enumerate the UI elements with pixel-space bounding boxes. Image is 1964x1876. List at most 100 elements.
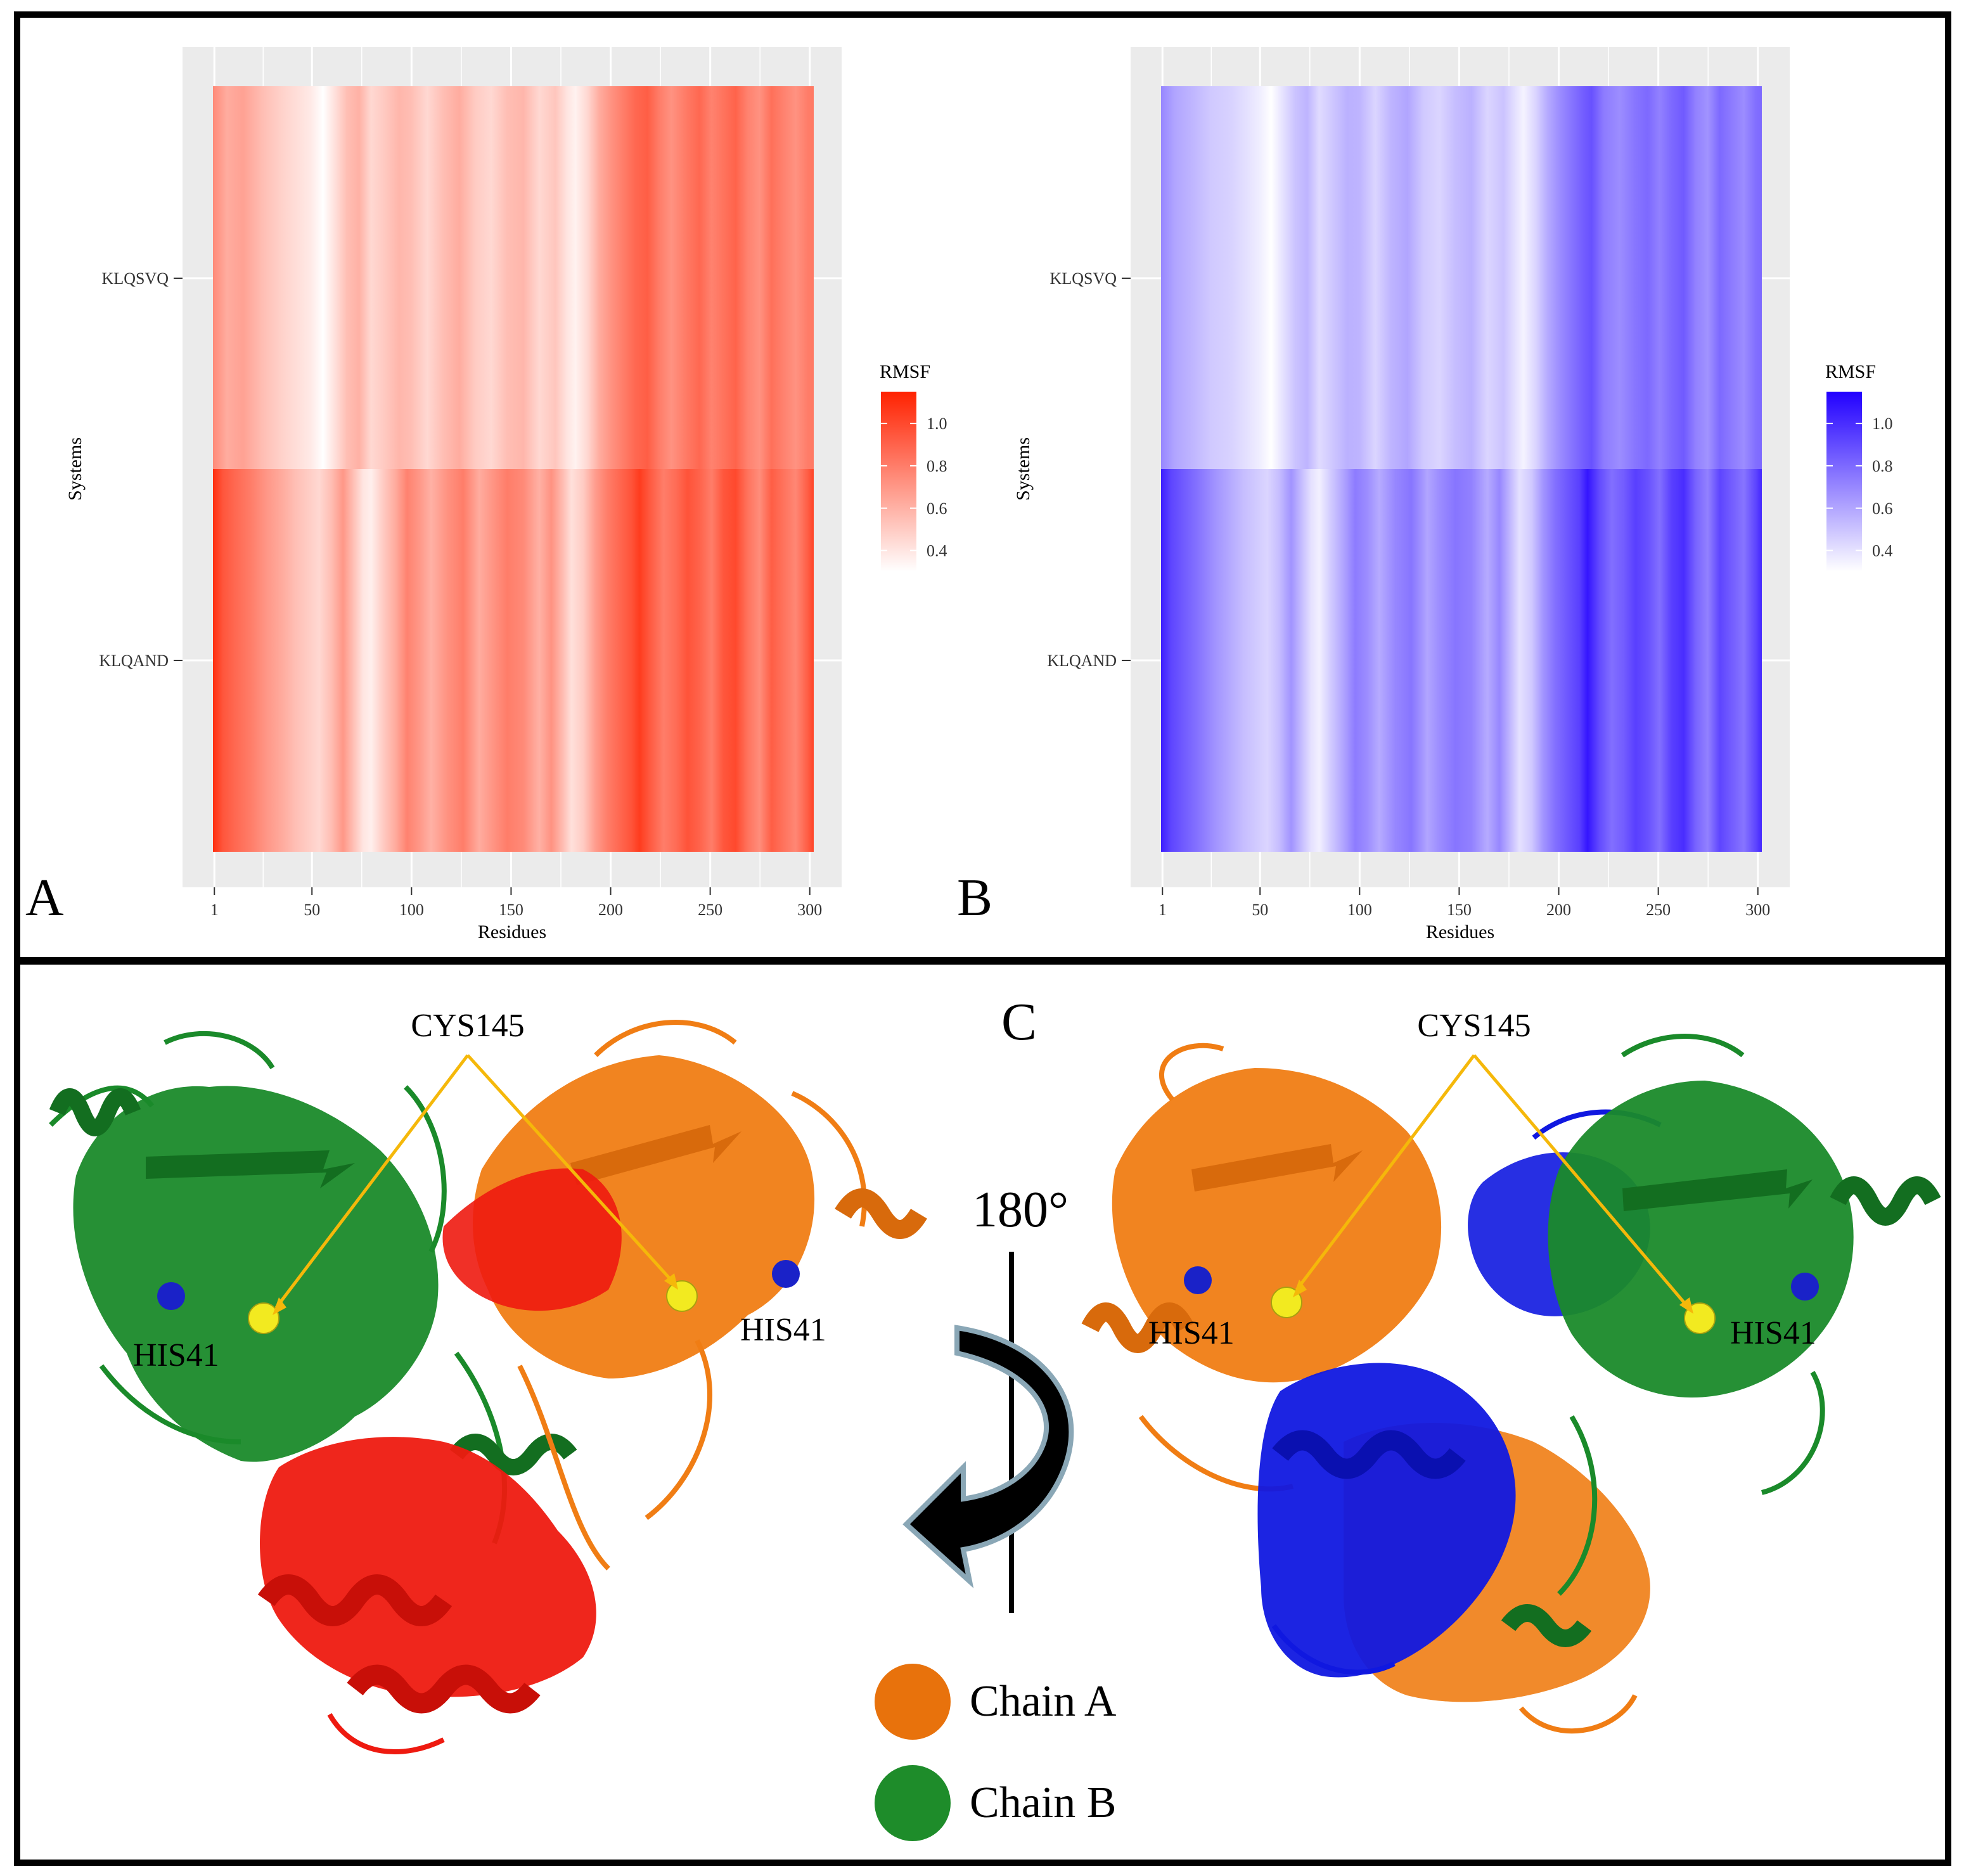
chain-legend: Chain A Chain B xyxy=(875,1664,1117,1841)
legend-b-tick-label-1.0: 1.0 xyxy=(1872,414,1893,433)
legend-a-tick-label-1.0: 1.0 xyxy=(927,414,947,433)
left-chain-a-loops xyxy=(517,1020,867,1571)
heatmap-a-x-tick-label-200: 200 xyxy=(598,901,623,919)
right-cys145-pointer-arrow-1 xyxy=(1295,1054,1475,1291)
right-chain-a-strand xyxy=(1191,1144,1363,1192)
panel-label-c: C xyxy=(1001,993,1037,1051)
left-cys145-arrowhead-1 xyxy=(273,1297,286,1315)
heatmap-b-x-tick-label-150: 150 xyxy=(1447,901,1472,919)
legend-a-tick-label-0.8: 0.8 xyxy=(927,457,947,475)
protein-structure-left: CYS145 HIS41 HIS41 xyxy=(49,1008,927,1754)
left-cys145-pointer-arrow-2 xyxy=(466,1054,674,1283)
heatmap-b-x-tick-label-250: 250 xyxy=(1646,901,1671,919)
right-his41-label-2: HIS41 xyxy=(1730,1315,1816,1351)
heatmap-b-x-tick-label-50: 50 xyxy=(1252,901,1268,919)
left-his41-marker-1 xyxy=(157,1282,185,1310)
left-chain-b-loops xyxy=(49,1031,508,1545)
heatmap-a-x-tick-label-150: 150 xyxy=(499,901,523,919)
right-cys145-pointer-arrow-2 xyxy=(1473,1054,1690,1309)
legend-a-colorbar xyxy=(881,392,916,572)
legend-b-title: RMSF xyxy=(1825,361,1876,382)
heatmap-a-y-axis-title: Systems xyxy=(65,437,86,501)
heatmap-a-x-tick-label-300: 300 xyxy=(797,901,822,919)
heatmap-figure: KLQSVQ KLQAND 1 50 100 150 200 250 300 Residue… xyxy=(25,47,1893,942)
legend-b-tick-label-0.8: 0.8 xyxy=(1872,457,1893,475)
left-chain-b-helix-1 xyxy=(49,1088,141,1136)
bottom-panel-frame xyxy=(14,958,1951,1866)
legend-a-ticks: 0.4 0.6 0.8 1.0 xyxy=(881,414,947,560)
legend-b: RMSF 0.4 0.6 0.8 1.0 xyxy=(1825,361,1893,572)
left-chain-red-loop xyxy=(327,1713,445,1754)
chain-b-swatch xyxy=(875,1765,951,1841)
rotation-indicator: 180° C xyxy=(902,993,1074,1613)
left-chain-red-domain xyxy=(260,1437,596,1697)
heatmap-a-x-tick-label-1: 1 xyxy=(210,901,219,919)
left-chain-a-helix xyxy=(835,1188,927,1239)
heatmap-a-y-tick-label-klqsvq: KLQSVQ xyxy=(102,269,169,288)
chain-a-swatch xyxy=(875,1664,951,1740)
legend-b-tick-label-0.4: 0.4 xyxy=(1872,542,1893,560)
heatmap-b-row-klqand xyxy=(1161,469,1762,852)
right-his41-marker-1 xyxy=(1184,1266,1212,1294)
heatmap-b-x-tick-label-100: 100 xyxy=(1347,901,1372,919)
legend-b-tick-label-0.6: 0.6 xyxy=(1872,499,1893,518)
left-cys145-pointer-arrow-1 xyxy=(275,1054,469,1309)
heatmap-b-x-ticks: 1 50 100 150 200 250 300 xyxy=(1159,887,1770,919)
heatmap-b-x-tick-label-300: 300 xyxy=(1745,901,1770,919)
right-chain-b-helix-1 xyxy=(1830,1176,1941,1226)
left-his41-label-2: HIS41 xyxy=(740,1312,826,1348)
right-cys145-arrowhead-1 xyxy=(1293,1280,1307,1297)
left-cys145-marker-1 xyxy=(248,1302,279,1334)
heatmap-a-x-ticks: 1 50 100 150 200 250 300 xyxy=(210,887,822,919)
left-chain-b-domain xyxy=(73,1086,439,1462)
rotation-arrow-icon xyxy=(902,1325,1074,1589)
heatmap-b-y-tick-label-klqand: KLQAND xyxy=(1047,652,1117,670)
legend-b-colorbar xyxy=(1826,392,1862,572)
chain-a-label: Chain A xyxy=(970,1677,1117,1726)
left-cys145-arrowhead-2 xyxy=(664,1273,678,1290)
heatmap-b-row-klqsvq xyxy=(1161,86,1762,469)
heatmap-a-x-tick-label-250: 250 xyxy=(698,901,722,919)
legend-a-title: RMSF xyxy=(880,361,930,382)
heatmap-a-y-tick-label-klqand: KLQAND xyxy=(99,652,169,670)
left-cys145-label: CYS145 xyxy=(411,1008,524,1044)
heatmap-a: KLQSVQ KLQAND 1 50 100 150 200 250 300 Residue… xyxy=(25,47,947,942)
right-cys145-label: CYS145 xyxy=(1417,1008,1531,1044)
left-cys145-marker-2 xyxy=(666,1280,698,1312)
left-his41-marker-2 xyxy=(772,1260,800,1288)
legend-a-tick-label-0.6: 0.6 xyxy=(927,499,947,518)
heatmap-a-x-axis-title: Residues xyxy=(478,922,546,942)
right-his41-label-1: HIS41 xyxy=(1148,1315,1235,1351)
right-chain-b-loops xyxy=(1557,1034,1825,1596)
right-chain-b-helix-2 xyxy=(1501,1604,1592,1647)
heatmap-b-x-tick-label-1: 1 xyxy=(1159,901,1167,919)
heatmap-a-x-tick-label-100: 100 xyxy=(399,901,424,919)
panel-label-a: A xyxy=(25,868,64,927)
heatmap-b-y-tick-label-klqsvq: KLQSVQ xyxy=(1050,269,1117,288)
right-chain-a-helix xyxy=(1081,1302,1194,1353)
panel-label-b: B xyxy=(957,868,992,927)
heatmap-b-y-axis-title: Systems xyxy=(1013,437,1034,501)
right-chain-blue-helix xyxy=(1272,1430,1466,1479)
heatmap-a-row-klqsvq xyxy=(213,86,814,469)
legend-a-tick-label-0.4: 0.4 xyxy=(927,542,947,560)
right-chain-b-domain xyxy=(1548,1081,1854,1397)
right-cys145-arrowhead-2 xyxy=(1679,1297,1693,1314)
legend-a: RMSF 0.4 0.6 0.8 1.0 xyxy=(880,361,947,572)
right-chain-a-domain xyxy=(1112,1068,1442,1383)
chain-b-label: Chain B xyxy=(970,1778,1116,1827)
left-his41-label-1: HIS41 xyxy=(133,1337,219,1373)
heatmap-b-x-tick-label-200: 200 xyxy=(1546,901,1571,919)
right-chain-b-strand xyxy=(1622,1169,1813,1211)
heatmap-a-x-tick-label-50: 50 xyxy=(304,901,320,919)
left-chain-red-helix-2 xyxy=(347,1664,541,1714)
left-chain-red-helix-1 xyxy=(257,1574,452,1626)
left-chain-red-upper xyxy=(442,1168,622,1311)
structure-figure: CYS145 HIS41 HIS41 180° C xyxy=(49,993,1941,1841)
heatmap-b-x-axis-title: Residues xyxy=(1426,922,1494,942)
heatmap-b: KLQSVQ KLQAND 1 50 100 150 200 250 300 Residue… xyxy=(957,47,1893,942)
protein-structure-right: CYS145 HIS41 HIS41 xyxy=(1081,1008,1941,1734)
rotation-label: 180° xyxy=(972,1182,1069,1238)
right-his41-marker-2 xyxy=(1791,1273,1819,1301)
